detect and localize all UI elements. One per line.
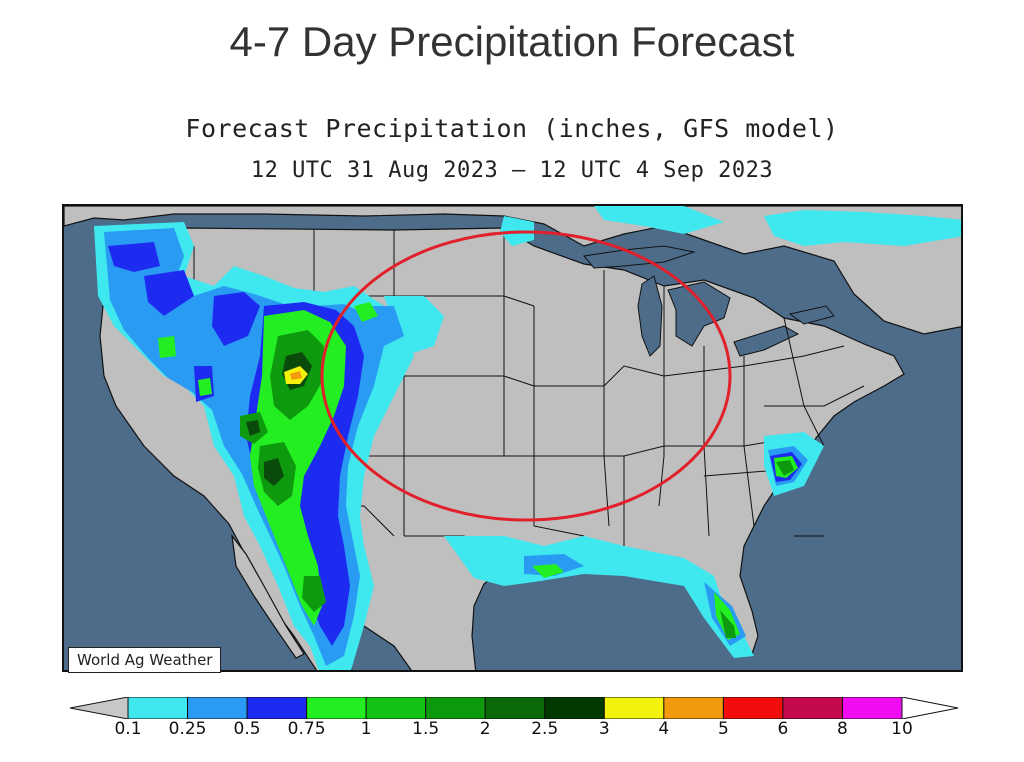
forecast-period: 12 UTC 31 Aug 2023 – 12 UTC 4 Sep 2023 — [250, 158, 774, 183]
scale-labels: 0.1 0.25 0.5 0.75 1 1.5 2 2.5 3 4 5 6 8 10 — [0, 719, 1024, 743]
scale-cell-2.5 — [544, 697, 605, 719]
highlight-circle — [320, 230, 732, 522]
scale-cell-3 — [603, 697, 665, 719]
scale-cell-6 — [782, 697, 843, 719]
map-canvas — [64, 206, 961, 670]
credit-label: World Ag Weather — [68, 647, 222, 673]
scale-over-arrow — [901, 697, 959, 719]
scale-cell-0.5 — [246, 697, 308, 719]
precip-3 — [290, 371, 302, 380]
scale-label-6: 6 — [777, 719, 789, 739]
color-scale-bar — [70, 697, 959, 719]
scale-cells — [127, 697, 903, 719]
precipitation-map — [62, 204, 963, 672]
scale-cell-5 — [722, 697, 784, 719]
map-title: Forecast Precipitation (inches, GFS mode… — [185, 114, 839, 143]
scale-cell-1 — [365, 697, 427, 719]
scale-label-2.5: 2.5 — [531, 719, 559, 739]
scale-cell-2 — [484, 697, 546, 719]
scale-cell-1.5 — [425, 697, 486, 719]
scale-cell-0.75 — [306, 697, 367, 719]
scale-cell-4 — [663, 697, 724, 719]
scale-cell-8 — [841, 697, 903, 719]
scale-label-8: 8 — [837, 719, 848, 739]
scale-label-10: 10 — [891, 719, 913, 739]
scale-label-1: 1 — [360, 719, 372, 739]
scale-cell-0.1 — [127, 697, 189, 719]
scale-label-0.25: 0.25 — [168, 719, 207, 739]
scale-label-3: 3 — [598, 719, 610, 739]
scale-label-5: 5 — [717, 719, 729, 739]
great-lakes — [583, 245, 835, 357]
page-title: 4-7 Day Precipitation Forecast — [229, 18, 795, 65]
scale-label-2: 2 — [479, 719, 491, 739]
scale-label-4: 4 — [658, 719, 670, 739]
scale-under-arrow — [70, 697, 129, 719]
scale-cell-0.25 — [187, 697, 248, 719]
scale-label-0.5: 0.5 — [233, 719, 261, 739]
scale-label-1.5: 1.5 — [412, 719, 440, 739]
scale-label-0.1: 0.1 — [114, 719, 142, 739]
scale-label-0.75: 0.75 — [287, 719, 326, 739]
